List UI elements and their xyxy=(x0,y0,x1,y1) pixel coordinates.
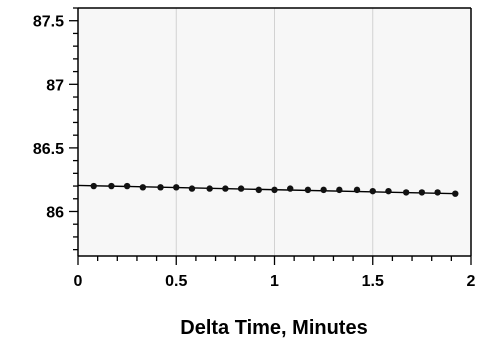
tick-labels-layer: 0 0.5 1 1.5 2 86 86.5 87 87.5 xyxy=(33,14,476,290)
data-point xyxy=(108,182,115,190)
data-point xyxy=(336,186,343,194)
x-axis-title: Delta Time, Minutes xyxy=(180,317,367,339)
data-point xyxy=(402,189,410,196)
data-point xyxy=(353,186,361,194)
data-points-layer xyxy=(90,182,459,197)
data-point xyxy=(452,190,459,197)
data-point xyxy=(271,186,278,194)
data-point xyxy=(157,184,164,191)
y-tick-label: 87.5 xyxy=(33,14,64,31)
data-point xyxy=(255,186,262,194)
data-point xyxy=(418,189,426,196)
data-point xyxy=(287,185,294,192)
y-tick-label: 86 xyxy=(46,204,64,221)
y-tick-label: 87 xyxy=(46,77,64,94)
data-point xyxy=(173,184,180,191)
x-tick-label: 1.5 xyxy=(362,273,384,290)
data-point xyxy=(304,186,312,194)
x-tick-label: 0 xyxy=(74,273,83,290)
data-point xyxy=(222,185,229,192)
grid-layer xyxy=(175,8,374,256)
data-point xyxy=(237,185,245,192)
data-point xyxy=(123,182,131,190)
x-tick-label: 0.5 xyxy=(165,273,187,290)
data-point xyxy=(434,189,441,196)
data-point xyxy=(369,187,376,195)
data-point xyxy=(90,182,97,190)
x-tick-label: 1 xyxy=(270,273,279,290)
data-point xyxy=(385,187,392,195)
data-point xyxy=(206,185,213,192)
data-point xyxy=(320,186,327,194)
data-point xyxy=(139,184,147,191)
axes-layer xyxy=(69,7,472,265)
data-point xyxy=(188,185,196,192)
y-tick-label: 86.5 xyxy=(33,141,64,158)
x-tick-label: 2 xyxy=(467,273,476,290)
